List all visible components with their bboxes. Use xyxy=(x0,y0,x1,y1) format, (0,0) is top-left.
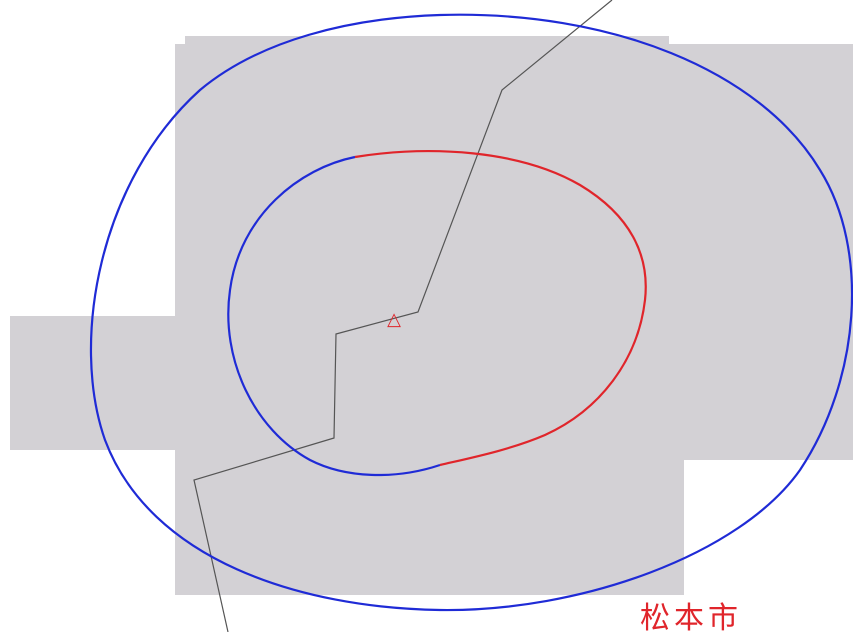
shaded-area xyxy=(10,36,853,632)
unshaded-bottom xyxy=(175,595,853,632)
inner-contour-red xyxy=(354,150,647,467)
boundary-line xyxy=(193,0,613,632)
shaded-area-left xyxy=(10,316,180,450)
peak-triangle-icon: △ xyxy=(387,309,401,330)
outer-contour xyxy=(89,13,853,612)
inner-contour-blue xyxy=(227,155,441,477)
place-label: 松本市 xyxy=(640,601,742,632)
